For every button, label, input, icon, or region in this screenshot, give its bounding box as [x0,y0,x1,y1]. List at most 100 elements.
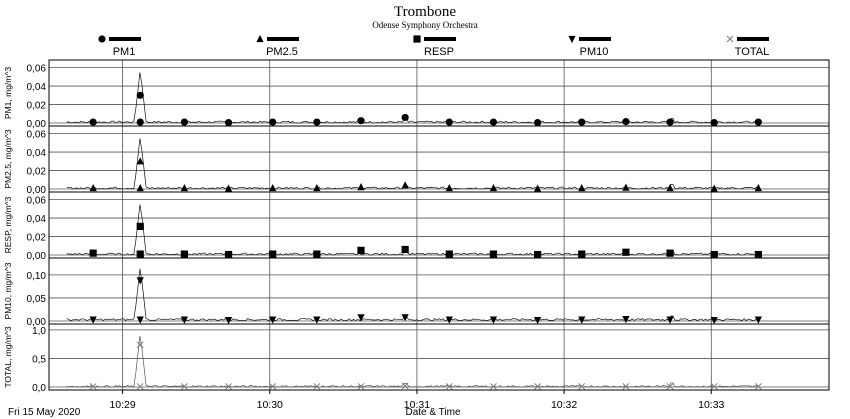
series-line [66,335,759,388]
data-point [269,383,277,390]
y-tick-label: 0,5 [32,354,46,365]
data-point [136,91,144,99]
data-point [224,118,233,127]
data-point [622,118,630,126]
legend-marker-pm10 [568,35,576,44]
data-point [666,316,674,324]
data-point [401,382,409,390]
x-tick-label: 10:31 [404,399,430,411]
data-point [136,316,144,324]
data-point [89,383,97,390]
data-point [313,118,321,126]
legend-label: TOTAL [735,46,769,58]
data-point [180,183,188,192]
data-point [578,118,586,126]
y-tick-label: 0,06 [27,130,47,141]
legend-marker-total [726,35,734,43]
y-axis-label: TOTAL, mg/m^3 [3,326,13,388]
data-point [357,117,365,125]
chart-subtitle: Odense Symphony Orchestra [372,20,477,30]
data-point [490,383,497,390]
data-point [136,383,144,390]
data-point [578,383,586,390]
y-tick-label: 0,02 [27,167,47,178]
data-point [489,118,498,126]
data-point [445,118,453,126]
data-point [666,249,674,257]
data-point [754,316,762,324]
data-point [710,184,718,192]
data-point [710,118,718,127]
data-point [534,383,541,390]
data-point [401,181,409,189]
y-tick-label: 0,0 [32,383,46,394]
y-tick-label: 0,00 [27,251,47,262]
data-point [578,183,586,192]
data-point [89,183,97,192]
x-tick-label: 10:29 [109,399,135,411]
data-point [313,383,321,390]
data-point [269,250,277,258]
panel-3: 0,00 0,02 0,04 0,06 RESP, mg/m^3 [3,191,830,262]
y-tick-label: 1,0 [32,326,46,337]
data-point [269,118,277,126]
data-point [622,316,630,324]
data-point [313,183,321,192]
data-point [622,183,630,191]
data-point [180,118,188,126]
legend: PM1 PM2.5 RESP PM10 TOTAL [98,34,769,58]
x-axis-label: Date & Time [405,407,460,418]
data-point [180,316,188,324]
y-tick-label: 0,04 [27,82,47,93]
data-point [710,250,718,259]
x-tick-label: 10:30 [257,399,283,411]
data-point [357,314,365,322]
data-point [754,183,762,192]
y-tick-label: 0,00 [27,185,47,196]
y-tick-label: 0,02 [27,233,47,244]
data-point [489,316,498,324]
data-point [401,113,409,122]
data-point [224,316,233,325]
data-point [357,383,365,390]
legend-swatch [267,37,299,41]
y-axis-label: RESP, mg/m^3 [3,196,13,253]
data-point [136,157,144,165]
x-axis: 10:29 10:30 10:31 10:32 10:33 [109,390,725,411]
y-tick-label: 0,06 [27,196,47,207]
data-point [89,249,97,257]
data-point [622,248,630,256]
data-point [489,183,498,192]
data-point [269,316,277,324]
data-point [269,183,277,192]
legend-swatch [109,37,141,41]
data-point [136,183,144,192]
y-tick-label: 0,05 [27,294,47,305]
x-tick-label: 10:32 [551,399,577,411]
y-axis-label: PM10, mg/m^3 [3,262,13,319]
y-tick-label: 0,00 [27,317,47,328]
panel-frame [48,257,830,325]
legend-swatch [737,37,769,41]
data-point [755,383,762,390]
panel-4: 0,00 0,05 0,10 PM10, mg/m^3 [3,257,830,328]
data-point [136,250,144,258]
data-point [136,341,144,349]
y-tick-label: 0,04 [27,214,47,225]
data-point [224,250,233,259]
series-line [66,72,759,124]
data-point [534,184,542,192]
data-point [578,316,586,324]
data-point [136,118,144,126]
panel-2: 0,00 0,02 0,04 0,06 PM2.5, mg/m^3 [3,125,830,196]
x-tick-label: 10:33 [698,399,724,411]
data-point [445,316,453,324]
legend-label: PM1 [113,46,136,58]
legend-swatch [579,37,611,41]
data-point [224,184,233,192]
data-point [181,383,188,390]
data-point [534,250,542,259]
data-point [534,118,542,127]
